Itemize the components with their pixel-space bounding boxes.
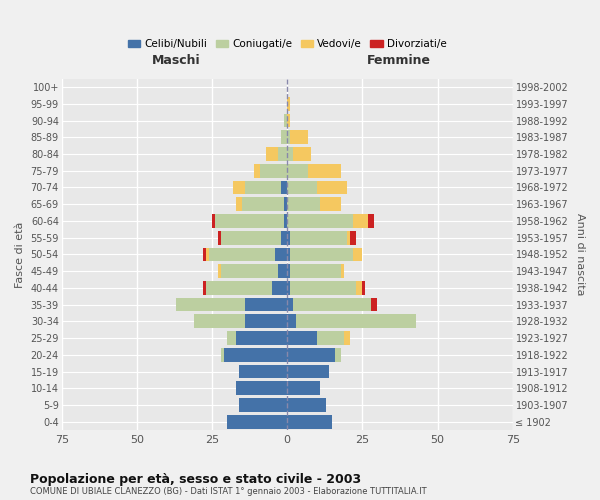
- Y-axis label: Fasce di età: Fasce di età: [15, 221, 25, 288]
- Bar: [224, 348, 287, 362]
- Bar: [287, 248, 290, 262]
- Bar: [278, 147, 287, 161]
- Bar: [290, 264, 341, 278]
- Bar: [287, 180, 317, 194]
- Bar: [287, 231, 290, 244]
- Bar: [206, 281, 272, 294]
- Bar: [245, 298, 287, 312]
- Bar: [317, 331, 344, 345]
- Bar: [287, 214, 353, 228]
- Bar: [356, 281, 362, 294]
- Bar: [236, 331, 287, 345]
- Bar: [218, 231, 221, 244]
- Bar: [293, 147, 311, 161]
- Bar: [245, 180, 281, 194]
- Bar: [260, 164, 287, 177]
- Bar: [218, 264, 221, 278]
- Bar: [287, 314, 296, 328]
- Bar: [293, 298, 371, 312]
- Bar: [284, 198, 287, 211]
- Bar: [317, 180, 347, 194]
- Bar: [221, 348, 224, 362]
- Bar: [308, 164, 341, 177]
- Bar: [287, 130, 290, 144]
- Bar: [194, 314, 245, 328]
- Bar: [215, 214, 284, 228]
- Bar: [371, 298, 377, 312]
- Bar: [203, 281, 206, 294]
- Bar: [287, 198, 320, 211]
- Bar: [362, 281, 365, 294]
- Bar: [281, 180, 287, 194]
- Bar: [254, 164, 260, 177]
- Bar: [284, 114, 287, 128]
- Text: Maschi: Maschi: [152, 54, 200, 67]
- Bar: [287, 97, 290, 110]
- Bar: [272, 281, 287, 294]
- Bar: [221, 264, 278, 278]
- Bar: [209, 248, 275, 262]
- Bar: [245, 314, 287, 328]
- Bar: [278, 264, 287, 278]
- Bar: [239, 364, 287, 378]
- Bar: [347, 231, 350, 244]
- Bar: [320, 198, 341, 211]
- Text: COMUNE DI UBIALE CLANEZZO (BG) - Dati ISTAT 1° gennaio 2003 - Elaborazione TUTTI: COMUNE DI UBIALE CLANEZZO (BG) - Dati IS…: [30, 487, 427, 496]
- Bar: [290, 130, 308, 144]
- Bar: [287, 114, 290, 128]
- Bar: [266, 147, 278, 161]
- Bar: [206, 248, 209, 262]
- Bar: [287, 264, 290, 278]
- Bar: [227, 331, 236, 345]
- Bar: [284, 214, 287, 228]
- Bar: [287, 147, 293, 161]
- Y-axis label: Anni di nascita: Anni di nascita: [575, 213, 585, 296]
- Bar: [290, 248, 353, 262]
- Bar: [341, 264, 344, 278]
- Bar: [281, 231, 287, 244]
- Bar: [290, 231, 347, 244]
- Bar: [296, 314, 416, 328]
- Bar: [287, 398, 326, 412]
- Bar: [350, 231, 356, 244]
- Bar: [236, 198, 242, 211]
- Bar: [335, 348, 341, 362]
- Text: Femmine: Femmine: [367, 54, 430, 67]
- Bar: [287, 164, 308, 177]
- Bar: [287, 298, 293, 312]
- Bar: [227, 415, 287, 428]
- Bar: [287, 382, 320, 395]
- Bar: [353, 248, 362, 262]
- Bar: [233, 180, 245, 194]
- Bar: [221, 231, 281, 244]
- Bar: [212, 214, 215, 228]
- Bar: [203, 248, 206, 262]
- Bar: [287, 364, 329, 378]
- Bar: [287, 331, 317, 345]
- Bar: [242, 198, 284, 211]
- Bar: [353, 214, 368, 228]
- Bar: [287, 415, 332, 428]
- Bar: [287, 281, 290, 294]
- Bar: [368, 214, 374, 228]
- Bar: [281, 130, 287, 144]
- Bar: [239, 398, 287, 412]
- Bar: [236, 382, 287, 395]
- Bar: [275, 248, 287, 262]
- Text: Popolazione per età, sesso e stato civile - 2003: Popolazione per età, sesso e stato civil…: [30, 472, 361, 486]
- Legend: Celibi/Nubili, Coniugati/e, Vedovi/e, Divorziati/e: Celibi/Nubili, Coniugati/e, Vedovi/e, Di…: [124, 34, 451, 53]
- Bar: [290, 281, 356, 294]
- Bar: [176, 298, 245, 312]
- Bar: [287, 348, 335, 362]
- Bar: [344, 331, 350, 345]
